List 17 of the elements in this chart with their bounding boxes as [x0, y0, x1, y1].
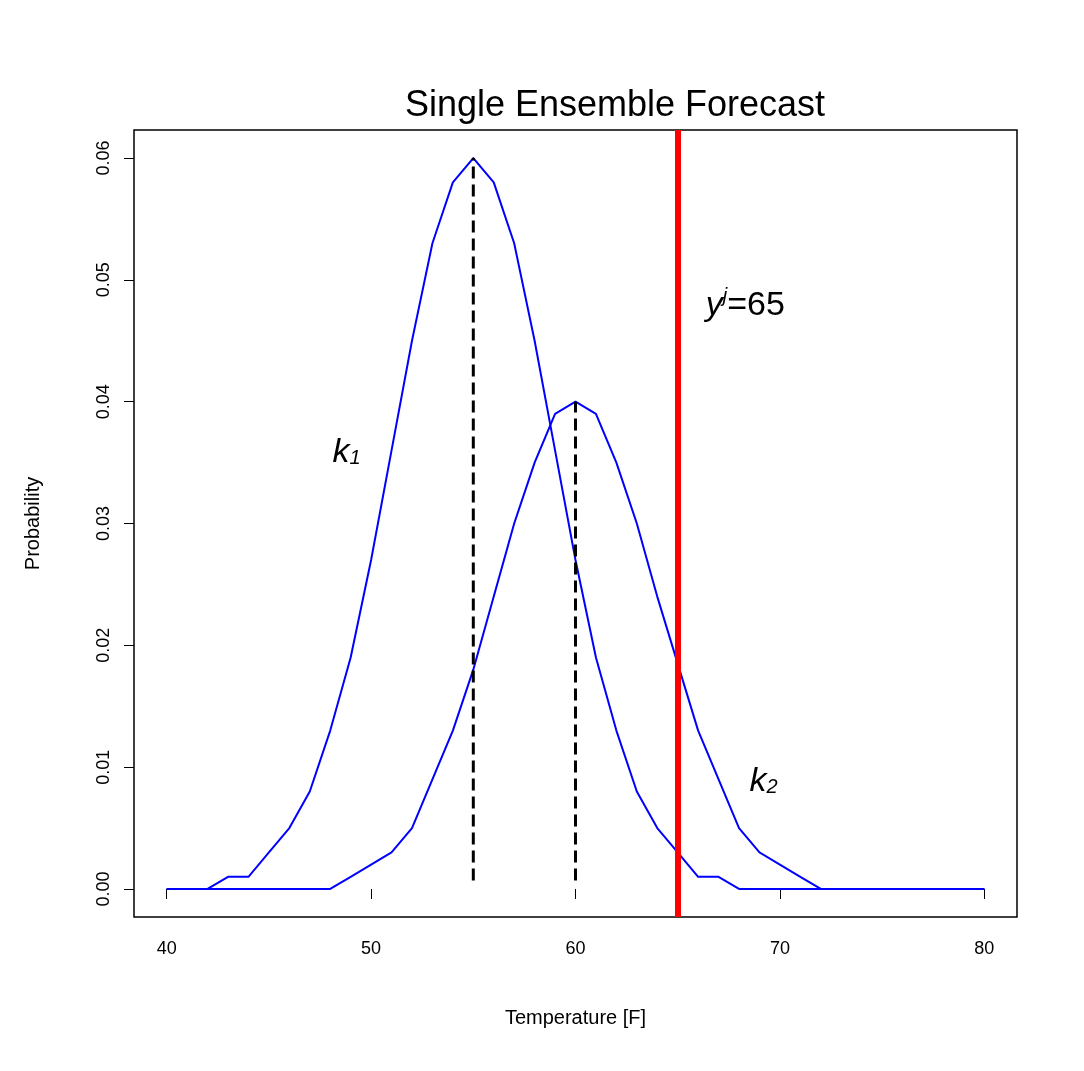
y-tick-label: 0.04 — [93, 384, 113, 420]
series-label: k1 — [332, 431, 361, 470]
y-tick-label: 0.03 — [93, 505, 113, 542]
x-tick-label: 70 — [769, 938, 790, 958]
y-tick-label: 0.01 — [93, 749, 113, 785]
x-tick-label: 50 — [361, 938, 382, 958]
y-axis-title: Probability — [21, 476, 43, 571]
y-tick-label: 0.00 — [93, 871, 113, 907]
x-tick-label: 80 — [974, 938, 995, 958]
series-label: k2 — [749, 760, 778, 799]
x-tick-label: 40 — [156, 938, 177, 958]
x-tick-label: 60 — [565, 938, 586, 958]
y-tick-label: 0.02 — [93, 627, 113, 663]
chart-title: Single Ensemble Forecast — [404, 82, 826, 124]
y-tick-label: 0.05 — [93, 262, 113, 298]
y-tick-label: 0.06 — [93, 140, 113, 176]
x-axis-title: Temperature [F] — [504, 1006, 647, 1028]
